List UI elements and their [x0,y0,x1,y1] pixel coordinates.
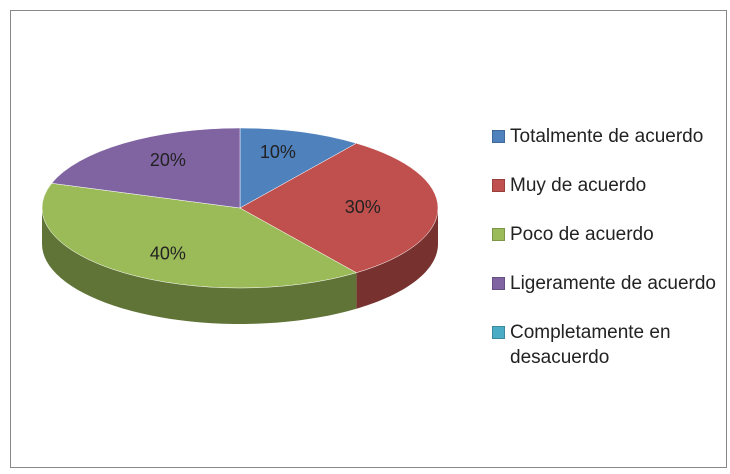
legend-entry: Poco de acuerdo [490,222,730,247]
legend-entry: Muy de acuerdo [490,173,730,198]
legend-label: Ligeramente de acuerdo [510,273,716,294]
legend-entry: Completamente en desacuerdo [490,320,730,370]
legend-label: Muy de acuerdo [510,175,647,196]
pie-slice [41,183,358,289]
pie-side [356,208,438,309]
pie-side [42,208,357,324]
data-label: 30% [345,197,381,217]
pie-slice [51,127,241,209]
data-label: 40% [150,243,186,263]
pie-slice [239,127,358,209]
data-label: 10% [260,142,296,162]
legend-label: Totalmente de acuerdo [510,126,704,147]
data-label: 20% [150,150,186,170]
legend-swatch [492,326,505,339]
legend-entry: Totalmente de acuerdo [490,124,730,149]
legend-label: Poco de acuerdo [510,224,654,245]
legend-entry: Ligeramente de acuerdo [490,271,730,296]
pie-slice [239,143,439,273]
legend-swatch [492,228,505,241]
legend-swatch [492,179,505,192]
legend-swatch [492,277,505,290]
legend-label: Completamente en desacuerdo [510,322,671,368]
legend-swatch [492,130,505,143]
